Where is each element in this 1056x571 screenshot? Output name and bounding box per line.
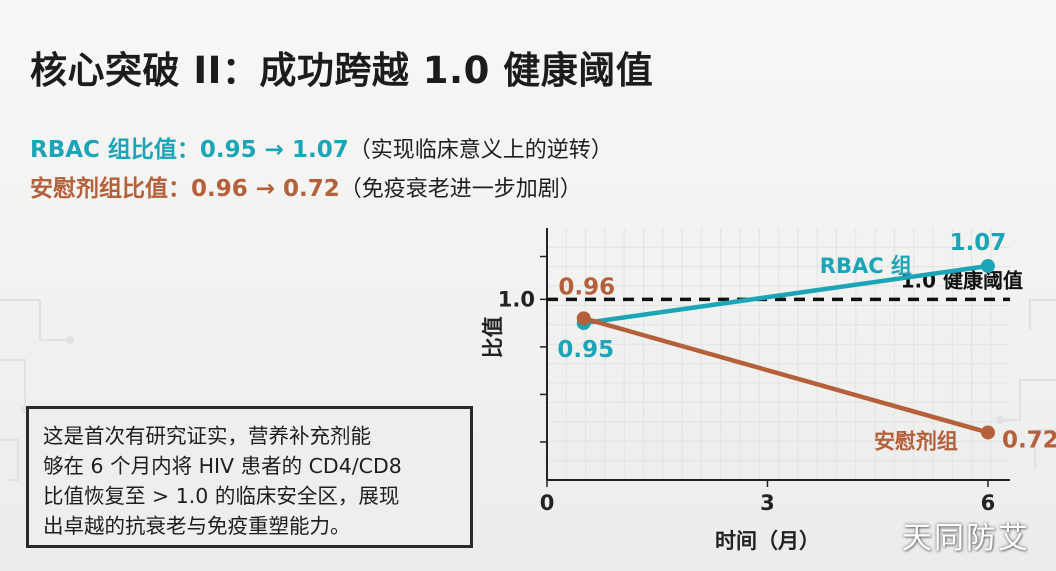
data-label: 0.96 [558,274,615,300]
callout-line: 这是首次有研究证实，营养补充剂能 [43,424,371,448]
rbac-summary-note: （实现临床意义上的逆转） [348,138,613,163]
page-title: 核心突破 II：成功跨越 1.0 健康阈值 [30,49,654,92]
series-name-label: RBAC 组 [820,254,912,278]
x-tick-label: 6 [981,491,996,515]
data-point [576,311,591,326]
data-label: 0.72 [1002,427,1056,453]
callout-line: 够在 6 个月内将 HIV 患者的 CD4/CD8 [43,454,402,478]
ratio-line-chart: 0 3 6 1.0 时间（月） 比值 1.0 健康阈值 0.95 1.07 RBAC 组 0.96 0… [481,228,1056,553]
data-label: 0.95 [557,337,614,363]
callout-line: 出卓越的抗衰老与免疫重塑能力。 [43,514,351,538]
data-point [980,259,995,274]
y-axis-label: 比值 [481,316,505,358]
placebo-summary-note: （免疫衰老进一步加剧） [339,177,582,202]
series-line [581,316,991,435]
callout-box: 这是首次有研究证实，营养补充剂能 够在 6 个月内将 HIV 患者的 CD4/C… [26,406,473,548]
series-line [581,263,991,326]
data-label: 1.07 [950,230,1007,256]
series-name-label: 安慰剂组 [874,429,958,453]
x-axis-label: 时间（月） [715,529,820,553]
y-tick-label: 1.0 [498,287,535,311]
placebo-summary-label: 安慰剂组比值：0.96 → 0.72 [30,176,340,202]
x-tick-label: 0 [540,491,555,515]
data-point [980,425,995,440]
threshold-label: 1.0 健康阈值 [901,268,1023,292]
x-tick-label: 3 [760,491,775,515]
rbac-summary: RBAC 组比值：0.95 → 1.07（实现临床意义上的逆转） [30,130,613,164]
watermark: 天同防艾 [902,521,1030,556]
rbac-summary-label: RBAC 组比值：0.95 → 1.07 [30,137,349,163]
callout-line: 比值恢复至 > 1.0 的临床安全区，展现 [43,484,400,508]
placebo-summary: 安慰剂组比值：0.96 → 0.72（免疫衰老进一步加剧） [30,169,582,203]
